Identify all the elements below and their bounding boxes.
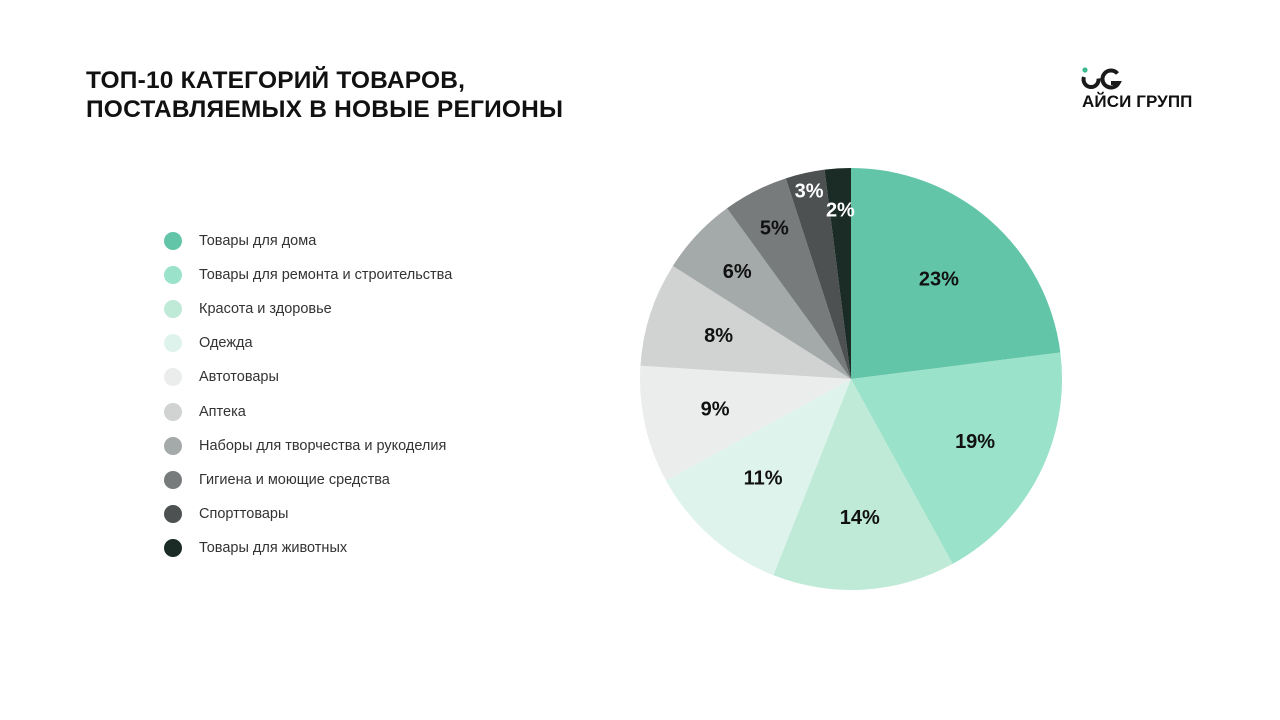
legend-swatch <box>164 470 182 489</box>
legend-item: Автотовары <box>164 360 452 394</box>
slice-percent-label: 5% <box>760 218 789 240</box>
slice-percent-label: 6% <box>723 261 752 283</box>
legend-label: Красота и здоровье <box>199 301 332 318</box>
pie-slice <box>640 265 851 379</box>
legend-swatch <box>164 232 182 251</box>
slice-percent-label: 19% <box>955 431 995 453</box>
pie-chart: 23% 19% 14% 11% 9% 8% 6% 5% 3%2% <box>640 168 1063 590</box>
legend-label: Спорттовары <box>199 505 289 522</box>
slice-percent-label: 9% <box>701 398 730 420</box>
legend-label: Товары для дома <box>199 233 317 250</box>
logo-accent-dot <box>1082 67 1088 73</box>
legend-swatch <box>164 368 182 387</box>
legend-item: Аптека <box>164 394 452 428</box>
legend-item: Товары для ремонта и строительства <box>164 258 452 292</box>
legend-swatch <box>164 436 182 455</box>
legend-item: Товары для дома <box>164 224 452 258</box>
logo-g-shape <box>1100 68 1122 90</box>
legend-label: Товары для ремонта и строительства <box>199 267 453 284</box>
pie-slice <box>672 208 851 379</box>
pie-slice <box>726 178 851 379</box>
legend-label: Гигиена и моющие средства <box>199 471 390 488</box>
pie-slice <box>773 379 953 590</box>
legend-swatch <box>164 538 182 557</box>
title-line-1: ТОП-10 КАТЕГОРИЙ ТОВАРОВ, <box>86 67 466 94</box>
legend-item: Наборы для творчества и рукоделия <box>164 429 452 463</box>
legend-swatch <box>164 504 182 523</box>
legend-label: Аптека <box>199 403 246 420</box>
legend-item: Красота и здоровье <box>164 292 452 326</box>
legend-item: Спорттовары <box>164 497 452 531</box>
page-title: ТОП-10 КАТЕГОРИЙ ТОВАРОВ, ПОСТАВЛЯЕМЫХ В… <box>86 66 726 124</box>
legend-label: Одежда <box>199 335 253 352</box>
legend-item: Товары для животных <box>164 531 452 565</box>
logo-c-shape <box>1081 76 1101 89</box>
logo-text: АЙСИ ГРУПП <box>1082 92 1193 111</box>
pie-slice <box>785 169 851 379</box>
pie-slice <box>851 352 1063 564</box>
logo-mark-icon <box>1081 67 1122 90</box>
slice-percent-label: 23% <box>919 268 959 290</box>
legend-swatch <box>164 402 182 421</box>
pie-slice <box>824 168 851 379</box>
slice-percent-label: 3% <box>795 181 824 203</box>
legend-label: Товары для животных <box>199 539 348 556</box>
legend-label: Автотовары <box>199 369 279 386</box>
pie-slice <box>640 365 851 481</box>
slice-percent-label: 2% <box>826 200 855 222</box>
slice-percent-label: 14% <box>840 507 880 529</box>
legend-swatch <box>164 266 182 285</box>
title-line-2: ПОСТАВЛЯЕМЫХ В НОВЫЕ РЕГИОНЫ <box>86 96 564 123</box>
legend-swatch <box>164 334 182 353</box>
pie-slice <box>851 168 1061 379</box>
legend-label: Наборы для творчества и рукоделия <box>199 437 447 454</box>
pie-slice <box>666 379 851 576</box>
slice-percent-label: 8% <box>704 325 733 347</box>
legend-item: Одежда <box>164 326 452 360</box>
slice-percent-label: 11% <box>744 468 783 490</box>
legend-item: Гигиена и моющие средства <box>164 463 452 497</box>
chart-legend: Товары для дома Товары для ремонта и стро… <box>164 224 452 565</box>
legend-swatch <box>164 300 182 319</box>
company-logo: АЙСИ ГРУПП <box>1080 66 1220 114</box>
